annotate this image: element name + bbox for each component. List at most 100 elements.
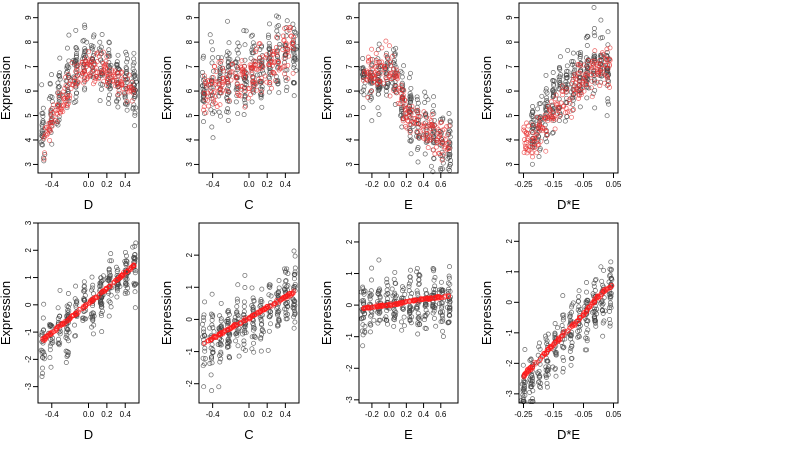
fitted-point — [537, 116, 543, 121]
observed-point — [447, 304, 453, 310]
observed-point — [399, 107, 405, 113]
observed-point — [590, 91, 596, 97]
observed-point — [361, 87, 366, 93]
observed-point — [607, 266, 613, 272]
observed-point — [423, 94, 429, 100]
observed-point — [132, 110, 138, 116]
observed-point — [376, 317, 382, 323]
fitted-point — [64, 102, 69, 108]
observed-point — [416, 315, 422, 321]
observed-point — [537, 346, 543, 352]
observed-point — [210, 325, 216, 330]
fitted-point — [277, 297, 283, 303]
fitted-point — [534, 114, 540, 120]
fitted-point — [573, 320, 579, 326]
observed-point — [201, 326, 207, 332]
observed-point — [275, 35, 281, 41]
observed-point — [569, 302, 575, 308]
observed-point — [218, 337, 224, 343]
fitted-point — [368, 73, 374, 79]
observed-point — [249, 99, 255, 105]
observed-point — [89, 274, 95, 280]
observed-point — [124, 107, 130, 113]
observed-point — [114, 99, 120, 105]
fitted-point — [286, 53, 292, 59]
observed-point — [591, 280, 597, 286]
fitted-point — [46, 120, 52, 126]
fitted-point — [282, 71, 288, 77]
observed-point — [572, 64, 578, 70]
observed-point — [607, 323, 613, 329]
x-tick-label: -0.05 — [574, 180, 593, 189]
fitted-point — [48, 107, 54, 113]
fitted-point — [379, 70, 385, 76]
observed-point — [537, 114, 543, 120]
fitted-point — [576, 317, 582, 323]
observed-point — [384, 276, 390, 282]
y-tick-label: -1 — [505, 329, 514, 337]
fitted-point — [394, 75, 400, 81]
observed-point — [431, 277, 437, 283]
observed-point — [225, 316, 231, 322]
x-tick-label: -0.4 — [206, 180, 220, 189]
observed-point — [414, 304, 420, 310]
fitted-point — [576, 62, 582, 68]
observed-point — [249, 285, 255, 291]
fitted-point — [365, 69, 371, 75]
observed-point — [217, 113, 223, 119]
observed-point — [125, 290, 130, 296]
observed-point — [241, 341, 247, 347]
fitted-point — [93, 76, 98, 81]
observed-point — [425, 97, 431, 103]
observed-point — [40, 370, 45, 376]
observed-point — [47, 343, 53, 349]
observed-point — [38, 139, 44, 145]
observed-point — [57, 340, 63, 346]
fitted-point — [73, 311, 79, 317]
y-tick-label: 8 — [505, 39, 514, 44]
observed-point — [106, 101, 112, 107]
observed-point — [536, 154, 542, 160]
observed-point — [584, 347, 590, 353]
fitted-point — [429, 122, 435, 128]
observed-point — [593, 323, 599, 329]
observed-point — [594, 311, 600, 317]
fitted-point — [54, 110, 60, 116]
observed-point — [258, 348, 264, 354]
observed-point — [55, 85, 61, 91]
observed-point — [608, 267, 614, 273]
observed-point — [100, 72, 105, 78]
fitted-point — [383, 38, 389, 44]
observed-point — [242, 57, 248, 63]
observed-point — [208, 107, 214, 113]
fitted-point — [84, 55, 90, 61]
fitted-point — [586, 65, 592, 71]
fitted-point — [373, 51, 379, 56]
observed-point — [392, 290, 398, 296]
fitted-point — [385, 56, 391, 62]
observed-point — [377, 288, 383, 294]
fitted-point — [414, 116, 420, 122]
observed-point — [384, 287, 390, 293]
fitted-point — [374, 60, 380, 65]
observed-point — [392, 102, 398, 107]
observed-point — [250, 307, 256, 313]
observed-point — [266, 40, 272, 46]
observed-point — [564, 72, 570, 78]
y-tick-label: 1 — [505, 269, 514, 274]
observed-point — [522, 392, 528, 398]
x-tick-label: -0.15 — [544, 180, 563, 189]
fitted-point — [285, 76, 291, 82]
observed-point — [123, 65, 129, 70]
fitted-point — [375, 81, 380, 87]
fitted-point — [577, 70, 583, 76]
fitted-point — [67, 95, 72, 101]
observed-point — [392, 314, 398, 320]
fitted-point — [529, 122, 535, 128]
x-tick-label: 0.4 — [120, 410, 132, 419]
x-tick-label: 0.4 — [280, 410, 292, 419]
observed-point — [591, 30, 597, 36]
observed-point — [251, 349, 257, 355]
observed-point — [383, 88, 389, 94]
observed-point — [258, 299, 264, 305]
